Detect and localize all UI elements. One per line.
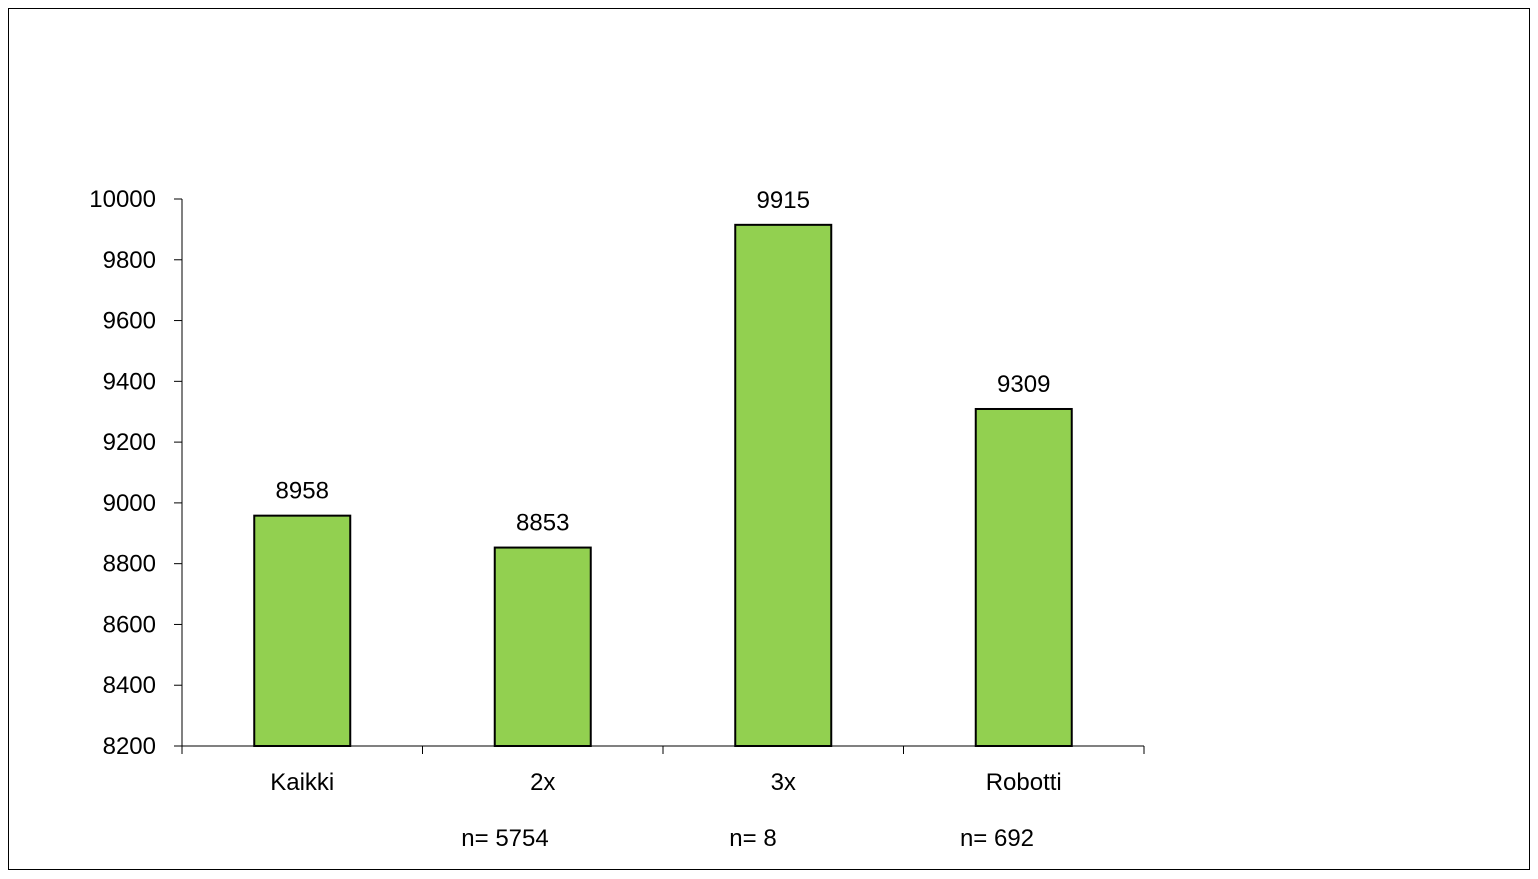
data-labels: 8958 8853 9915 9309 bbox=[276, 187, 1051, 537]
sample-size-label: n= 692 bbox=[960, 825, 1034, 852]
sample-size-labels: n= 5754 n= 8 n= 692 bbox=[461, 825, 1034, 852]
y-tick-labels: 8200 8400 8600 8800 9000 9200 9400 9600 9800 1000… bbox=[89, 186, 156, 760]
y-tick-label: 8800 bbox=[103, 551, 156, 578]
bars bbox=[253, 223, 1073, 747]
y-tick-label: 10000 bbox=[89, 186, 156, 213]
y-tick-label: 8600 bbox=[103, 611, 156, 638]
x-tick-label: Kaikki bbox=[270, 769, 334, 796]
bar-3x bbox=[734, 223, 833, 747]
data-label: 8958 bbox=[276, 478, 329, 505]
y-tick-label: 9600 bbox=[103, 308, 156, 335]
x-tick-label: Robotti bbox=[986, 769, 1062, 796]
y-tick-label: 9000 bbox=[103, 490, 156, 517]
y-tick-label: 8400 bbox=[103, 672, 156, 699]
data-label: 9309 bbox=[997, 371, 1050, 398]
y-tick-label: 9200 bbox=[103, 429, 156, 456]
y-tick-label: 9800 bbox=[103, 247, 156, 274]
data-label: 8853 bbox=[516, 510, 569, 537]
data-label: 9915 bbox=[757, 187, 810, 214]
x-tick-label: 2x bbox=[530, 769, 555, 796]
y-tick-label: 8200 bbox=[103, 733, 156, 760]
x-tick-labels: Kaikki 2x 3x Robotti bbox=[270, 769, 1062, 796]
sample-size-label: n= 5754 bbox=[461, 825, 548, 852]
bar-robotti bbox=[974, 407, 1073, 747]
sample-size-label: n= 8 bbox=[729, 825, 776, 852]
bar-2x bbox=[493, 546, 592, 747]
x-tick-label: 3x bbox=[771, 769, 796, 796]
y-tick-label: 9400 bbox=[103, 368, 156, 395]
bar-kaikki bbox=[253, 514, 352, 747]
